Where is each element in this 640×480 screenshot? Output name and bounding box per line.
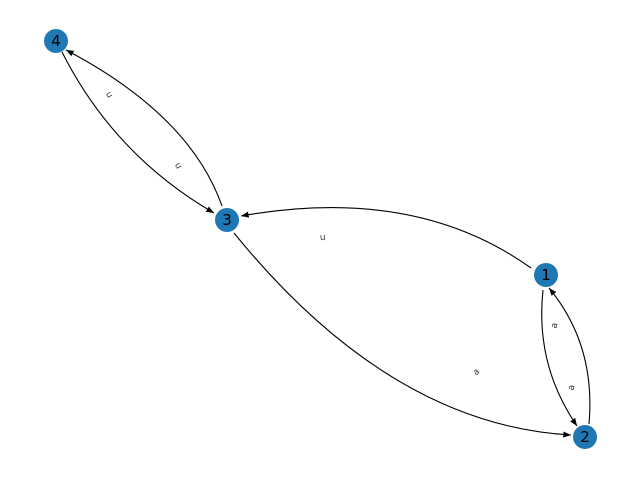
edge-3-to-4 xyxy=(65,49,223,207)
node-2-circle xyxy=(573,425,597,449)
node-2-label: 2 xyxy=(580,428,590,446)
edge-2-to-1 xyxy=(548,287,591,425)
edge-label-1-3: u xyxy=(320,233,327,243)
node-4-label: 4 xyxy=(51,32,61,50)
node-2: 2 xyxy=(573,425,597,449)
node-1-circle xyxy=(534,263,558,287)
edge-label-3-4: u xyxy=(172,161,184,171)
edge-labels: u u u a a a xyxy=(103,90,577,391)
node-4-circle xyxy=(44,29,68,53)
node-3-circle xyxy=(215,208,239,232)
edge-label-4-3: u xyxy=(103,90,115,100)
node-4: 4 xyxy=(44,29,68,53)
node-1-label: 1 xyxy=(541,266,551,284)
edge-label-1-2: a xyxy=(550,322,561,329)
nodes: 1 2 3 4 xyxy=(44,29,597,449)
edge-1-to-3 xyxy=(240,207,532,269)
edge-3-to-2 xyxy=(233,232,572,438)
node-3-label: 3 xyxy=(222,211,232,229)
edge-1-to-2 xyxy=(541,289,578,427)
node-3: 3 xyxy=(215,208,239,232)
edge-label-2-1: a xyxy=(567,384,578,391)
edge-label-3-2: a xyxy=(471,367,482,378)
edge-4-to-3 xyxy=(61,51,215,214)
node-1: 1 xyxy=(534,263,558,287)
edges xyxy=(61,49,591,438)
